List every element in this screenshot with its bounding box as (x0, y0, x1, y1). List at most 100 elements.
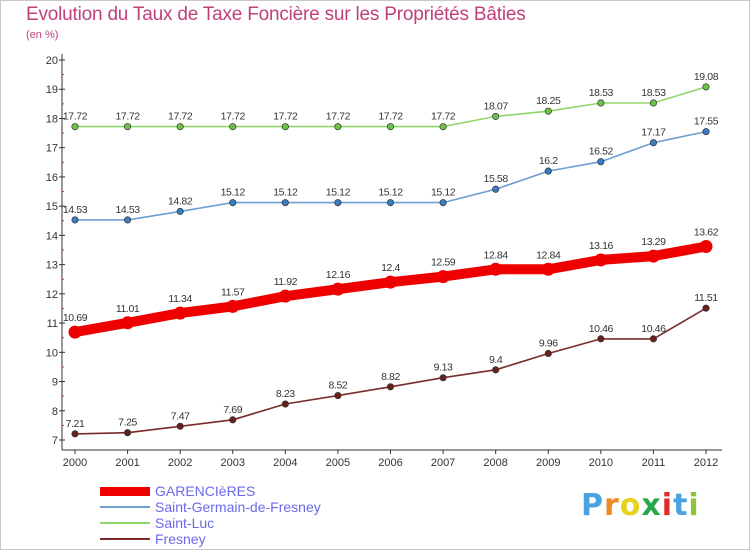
data-label: 16.52 (589, 146, 614, 158)
data-point (439, 374, 447, 382)
data-point (229, 123, 237, 131)
x-tick-label: 2006 (378, 457, 402, 469)
y-tick-label: 10 (46, 347, 58, 359)
logo-letter: x (641, 488, 662, 523)
x-tick-label: 2007 (431, 457, 455, 469)
data-point (124, 216, 132, 224)
data-label: 17.17 (641, 127, 666, 139)
data-point (229, 416, 237, 424)
data-point (386, 123, 395, 131)
data-point (173, 306, 187, 320)
data-label: 14.82 (168, 195, 193, 207)
data-label: 11.01 (116, 303, 140, 315)
data-label: 14.53 (115, 204, 140, 216)
x-tick-label: 2009 (536, 457, 560, 469)
data-label: 15.58 (484, 173, 509, 185)
data-point (436, 270, 450, 284)
data-point (649, 335, 657, 343)
data-label: 17.72 (115, 111, 140, 123)
data-point (384, 275, 397, 289)
y-tick-label: 12 (46, 289, 58, 301)
data-point (649, 99, 657, 107)
data-label: 7.21 (66, 418, 85, 430)
data-point (281, 199, 289, 207)
data-label: 15.12 (273, 187, 298, 199)
data-label: 17.72 (273, 111, 298, 123)
data-point (649, 139, 657, 147)
data-point (541, 262, 555, 276)
data-point (71, 123, 79, 131)
data-label: 17.72 (168, 111, 193, 123)
data-point (71, 216, 79, 224)
data-label: 8.52 (328, 380, 347, 392)
legend-swatch (100, 538, 150, 540)
data-label: 17.72 (431, 111, 456, 123)
data-point (331, 282, 345, 296)
data-label: 12.84 (536, 249, 561, 261)
x-tick-label: 2010 (589, 457, 613, 469)
data-label: 10.46 (641, 323, 666, 335)
data-label: 18.07 (484, 100, 509, 112)
data-label: 11.34 (168, 293, 192, 305)
legend-label: Fresney (155, 531, 206, 547)
y-tick-label: 7 (52, 435, 58, 447)
data-label: 9.96 (539, 337, 558, 349)
data-point (702, 83, 710, 91)
logo-letter: i (661, 488, 674, 523)
legend-label: Saint-Luc (155, 515, 215, 531)
chart-title: Evolution du Taux de Taxe Foncière sur l… (26, 4, 526, 25)
data-point (124, 429, 132, 437)
logo-letter: r (604, 488, 620, 523)
data-label: 7.69 (223, 404, 242, 416)
x-tick-label: 2012 (694, 457, 718, 469)
y-tick-label: 13 (46, 260, 58, 272)
x-tick-label: 2008 (483, 457, 507, 469)
data-point (597, 99, 605, 107)
data-point (334, 123, 342, 131)
logo-letter: t (673, 488, 689, 523)
data-point (68, 325, 82, 339)
y-tick-label: 14 (46, 230, 58, 242)
series-line (70, 241, 711, 338)
y-tick-label: 16 (46, 172, 58, 184)
proxiti-logo: Proxiti (581, 489, 700, 523)
series-garenci-res: 10.69 11.01 11.34 11.57 11.92 12.16 12.4 12.59 1… (63, 226, 719, 339)
logo-letter: P (581, 488, 604, 523)
series-saint-germain-de-fresney: 14.53 14.53 14.82 15.12 15.12 15.12 15.12 15.12… (63, 116, 719, 224)
data-label: 9.13 (434, 362, 453, 374)
logo-letter: o (619, 488, 642, 523)
data-label: 15.12 (326, 187, 351, 199)
y-tick-label: 9 (52, 377, 58, 389)
chart-subtitle: (en %) (26, 29, 59, 41)
data-label: 15.12 (221, 187, 246, 199)
data-label: 10.46 (589, 323, 614, 335)
data-point (594, 253, 608, 267)
data-label: 17.72 (221, 111, 246, 123)
data-point (226, 299, 240, 313)
data-label: 10.69 (63, 312, 88, 324)
data-label: 12.16 (326, 269, 351, 281)
x-tick-label: 2011 (642, 457, 666, 469)
legend-swatch (100, 522, 150, 524)
data-label: 12.4 (381, 262, 400, 274)
data-point (124, 123, 132, 131)
x-tick-label: 2005 (326, 457, 350, 469)
data-label: 17.55 (694, 116, 719, 128)
data-point (544, 349, 552, 358)
data-point (386, 199, 395, 207)
data-label: 13.29 (641, 236, 666, 248)
data-point (281, 123, 289, 131)
data-label: 15.12 (378, 187, 403, 199)
data-label: 17.72 (63, 111, 88, 123)
data-point (121, 316, 135, 330)
data-point (702, 128, 710, 136)
x-tick-label: 2000 (63, 457, 87, 469)
data-label: 9.4 (489, 354, 503, 366)
data-label: 18.53 (589, 87, 614, 99)
logo-letter: i (688, 488, 700, 523)
data-label: 15.12 (431, 187, 456, 199)
data-point (71, 430, 79, 438)
y-tick-label: 17 (46, 143, 58, 155)
data-label: 12.84 (484, 249, 509, 261)
x-tick-label: 2001 (115, 457, 139, 469)
